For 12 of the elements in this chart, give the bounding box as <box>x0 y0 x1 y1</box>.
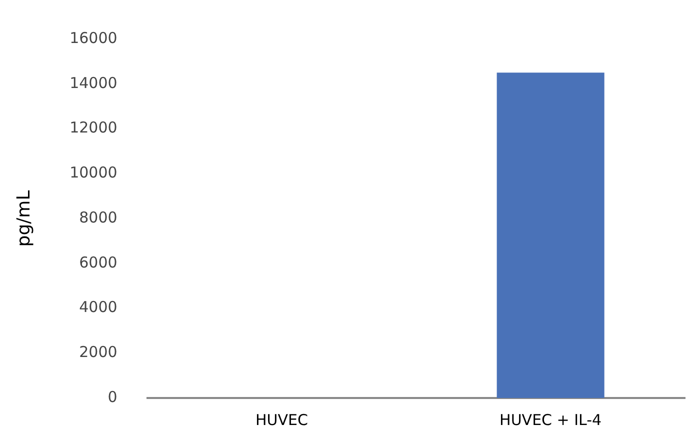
y-axis-title: pg/mL <box>13 190 34 247</box>
y-tick-label: 8000 <box>79 208 118 226</box>
x-tick-label: HUVEC + IL-4 <box>500 410 602 429</box>
y-tick-label: 14000 <box>70 74 118 92</box>
y-tick-label: 10000 <box>70 164 118 182</box>
y-tick-label: 16000 <box>70 28 118 47</box>
y-tick-label: 6000 <box>79 253 118 272</box>
y-tick-label: 0 <box>108 388 118 406</box>
y-tick-label: 4000 <box>79 298 118 316</box>
x-tick-label: HUVEC <box>255 410 308 429</box>
y-tick-label: 12000 <box>70 118 118 137</box>
y-tick-label: 2000 <box>79 343 118 362</box>
